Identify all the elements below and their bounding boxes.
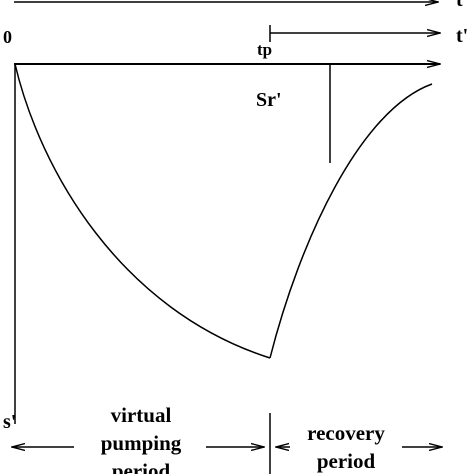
drawdown-axis-label: s' — [3, 411, 16, 433]
residual-drawdown-label: Sr' — [256, 89, 282, 111]
pumping-drawdown-curve — [14, 63, 271, 359]
t-axis-label: t — [456, 0, 463, 11]
tp-label: tp — [257, 40, 272, 59]
recovery-period-label-1: recovery — [307, 421, 385, 445]
recovery-period-label-2: period — [317, 449, 376, 473]
virtual-period-label-3: period — [112, 459, 171, 474]
virtual-period-label-1: virtual — [111, 403, 172, 427]
recovery-curve — [269, 83, 433, 359]
t-prime-axis-label: t' — [456, 25, 468, 47]
origin-label: 0 — [3, 27, 12, 47]
virtual-period-label-2: pumping — [101, 431, 182, 455]
